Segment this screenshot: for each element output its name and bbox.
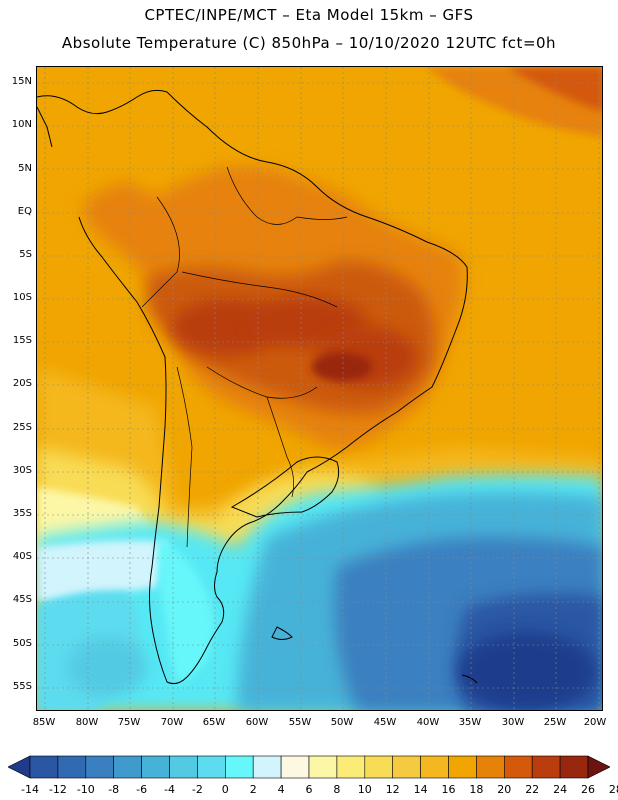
colorbar-label: 18: [469, 783, 484, 796]
colorbar-label: 10: [357, 783, 372, 796]
border-chile-argentina: [176, 366, 193, 548]
colorbar-label: -12: [48, 783, 67, 796]
longitude-label: 40W: [416, 717, 440, 728]
colorbar-label: 24: [553, 783, 568, 796]
south-america-coastline: [37, 89, 468, 685]
latitude-label: 5N: [18, 163, 32, 174]
colorbar-swatch: [531, 755, 561, 779]
latitude-label: EQ: [17, 206, 32, 217]
colorbar-label: 28: [608, 783, 618, 796]
cool-fringe-west: [37, 540, 167, 602]
longitude-label: 75W: [117, 717, 141, 728]
colorbar-swatch: [225, 755, 254, 779]
colorbar-swatch: [420, 755, 449, 779]
central-america-coastline: [37, 106, 53, 148]
colorbar-label: 12: [385, 783, 400, 796]
longitude-label: 80W: [75, 717, 99, 728]
latitude-label: 50S: [12, 638, 32, 649]
colorbar-label: 8: [333, 783, 341, 796]
latitude-label: 30S: [12, 465, 32, 476]
colorbar-swatch: [169, 755, 198, 779]
map-subtitle: Absolute Temperature (C) 850hPa – 10/10/…: [61, 34, 557, 52]
border-venezuela-brazil: [226, 166, 298, 225]
latitude-label: 20S: [12, 378, 32, 389]
colorbar-swatch: [476, 755, 505, 779]
colorbar-label: 0: [221, 783, 229, 796]
longitude-label: 20W: [583, 717, 607, 728]
coastlines: [37, 89, 478, 685]
colorbar-label: -8: [108, 783, 120, 796]
colorbar-label: -10: [76, 783, 95, 796]
colorbar-swatch: [141, 755, 170, 779]
colorbar-label: -14: [21, 783, 39, 796]
longitude-label: 35W: [458, 717, 482, 728]
border-paraguay-argentina: [266, 396, 294, 498]
country-borders: [141, 166, 348, 548]
latitude-label: 25S: [12, 422, 32, 433]
peak-temperature-spot: [312, 353, 372, 381]
latitude-label: 15N: [11, 76, 32, 87]
colorbar-swatch: [364, 755, 393, 779]
colorbar-label: 16: [441, 783, 456, 796]
falkland-islands: [271, 626, 293, 640]
longitude-label: 65W: [202, 717, 226, 728]
cold-pacific-core: [67, 637, 147, 697]
hot-core-northeast: [507, 67, 602, 112]
latitude-label: 40S: [12, 551, 32, 562]
colorbar-label: -2: [191, 783, 203, 796]
colorbar-label: 4: [277, 783, 285, 796]
colorbar-min-arrow: [8, 755, 31, 779]
longitude-label: 25W: [543, 717, 567, 728]
border-peru-brazil: [181, 271, 338, 308]
longitude-label: 70W: [160, 717, 184, 728]
longitude-label: 85W: [32, 717, 56, 728]
south-georgia-island: [461, 674, 478, 684]
temperature-field: [37, 67, 602, 710]
colorbar-swatch: [448, 755, 477, 779]
temperature-map: [36, 66, 603, 711]
colorbar-swatch: [29, 755, 59, 779]
latitude-label: 15S: [12, 335, 32, 346]
latitude-label: 10N: [11, 119, 32, 130]
border-colombia-peru: [141, 196, 180, 308]
colorbar-max-arrow: [587, 755, 610, 779]
longitude-label: 30W: [501, 717, 525, 728]
uruguay-coast: [230, 456, 340, 518]
colorbar-label: 26: [581, 783, 595, 796]
colorbar-label: -6: [136, 783, 148, 796]
color-scale-bar: [8, 755, 610, 779]
colorbar-label: 22: [525, 783, 540, 796]
colorbar-label: 20: [497, 783, 512, 796]
colorbar-swatch: [85, 755, 115, 779]
border-bolivia-paraguay: [206, 366, 318, 399]
colorbar-swatch: [559, 755, 589, 779]
latitude-label: 35S: [12, 508, 32, 519]
colorbar-swatch: [336, 755, 366, 779]
latitude-label: 5S: [19, 249, 32, 260]
colorbar-swatch: [280, 755, 310, 779]
colorbar-swatch: [252, 755, 282, 779]
patagonia-land: [157, 537, 214, 682]
longitude-label: 60W: [245, 717, 269, 728]
colorbar-swatch: [57, 755, 87, 779]
colorbar-label: 14: [413, 783, 428, 796]
map-title: CPTEC/INPE/MCT – Eta Model 15km – GFS: [144, 6, 474, 24]
border-guyanas: [296, 216, 348, 220]
coldest-core: [457, 632, 597, 710]
longitude-label: 55W: [288, 717, 312, 728]
longitude-label: 50W: [330, 717, 354, 728]
colorbar-swatch: [308, 755, 338, 779]
colorbar-label: -4: [164, 783, 175, 796]
latitude-label: 55S: [12, 681, 32, 692]
colorbar-swatch: [113, 755, 142, 779]
colorbar-swatch: [503, 755, 533, 779]
colorbar-label: 2: [249, 783, 257, 796]
latitude-label: 10S: [12, 292, 32, 303]
colorbar-swatch: [392, 755, 421, 779]
colorbar-swatch: [197, 755, 226, 779]
colorbar-label: 6: [305, 783, 313, 796]
longitude-label: 45W: [373, 717, 397, 728]
latitude-label: 45S: [12, 594, 32, 605]
